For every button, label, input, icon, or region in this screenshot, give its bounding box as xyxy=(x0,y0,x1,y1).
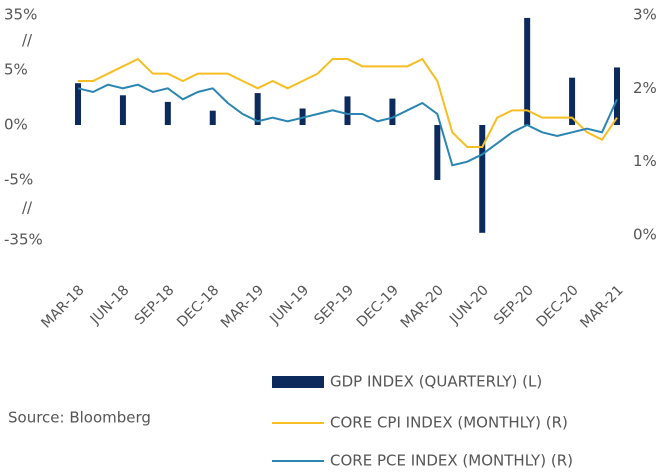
y-tick-label: -5% xyxy=(4,171,33,189)
x-tick-label: MAR-20 xyxy=(398,282,447,331)
x-tick-label: SEP-18 xyxy=(132,282,178,328)
y2-tick-label: 0% xyxy=(633,226,657,244)
y-tick-label: 0% xyxy=(4,116,28,134)
y2-tick-label: 1% xyxy=(633,152,657,170)
axis-break: // xyxy=(22,199,33,217)
legend-swatch xyxy=(272,376,324,388)
x-tick-label: JUN-19 xyxy=(266,282,312,328)
legend-label: GDP INDEX (QUARTERLY) (L) xyxy=(330,373,542,391)
x-tick-label: JUN-20 xyxy=(446,282,492,328)
y-tick-label: -35% xyxy=(4,231,43,249)
bar xyxy=(75,83,81,125)
bar xyxy=(344,96,351,125)
x-tick-label: MAR-19 xyxy=(218,282,267,331)
legend-label: CORE PCE INDEX (MONTHLY) (R) xyxy=(330,452,573,470)
line xyxy=(78,57,618,148)
line xyxy=(77,83,618,167)
y-tick-label: 35% xyxy=(4,6,37,24)
bar xyxy=(389,98,396,125)
x-tick-label: DEC-19 xyxy=(354,282,402,330)
x-tick-label: MAR-18 xyxy=(38,282,87,331)
source: Source: Bloomberg xyxy=(8,409,151,427)
x-tick-label: MAR-21 xyxy=(577,282,626,331)
x-tick-label: DEC-18 xyxy=(174,282,222,330)
legend-label: CORE CPI INDEX (MONTHLY) (R) xyxy=(330,414,568,432)
x-tick-label: SEP-20 xyxy=(491,282,537,328)
y-tick-label: 5% xyxy=(4,61,28,79)
bar xyxy=(524,17,531,125)
bar xyxy=(254,93,261,125)
bar xyxy=(119,95,126,125)
bar xyxy=(614,67,620,125)
y2-tick-label: 3% xyxy=(633,6,657,24)
y2-tick-label: 2% xyxy=(633,79,657,97)
axis-break: // xyxy=(22,31,33,49)
x-tick-label: SEP-19 xyxy=(311,282,357,328)
x-tick-label: DEC-20 xyxy=(533,282,581,330)
bar xyxy=(569,77,576,125)
bar xyxy=(479,125,486,233)
bar xyxy=(209,110,216,125)
bar xyxy=(434,125,441,180)
bar xyxy=(164,101,171,125)
x-tick-label: JUN-18 xyxy=(87,282,133,328)
